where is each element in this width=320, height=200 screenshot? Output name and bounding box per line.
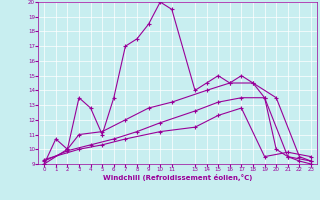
X-axis label: Windchill (Refroidissement éolien,°C): Windchill (Refroidissement éolien,°C)	[103, 174, 252, 181]
